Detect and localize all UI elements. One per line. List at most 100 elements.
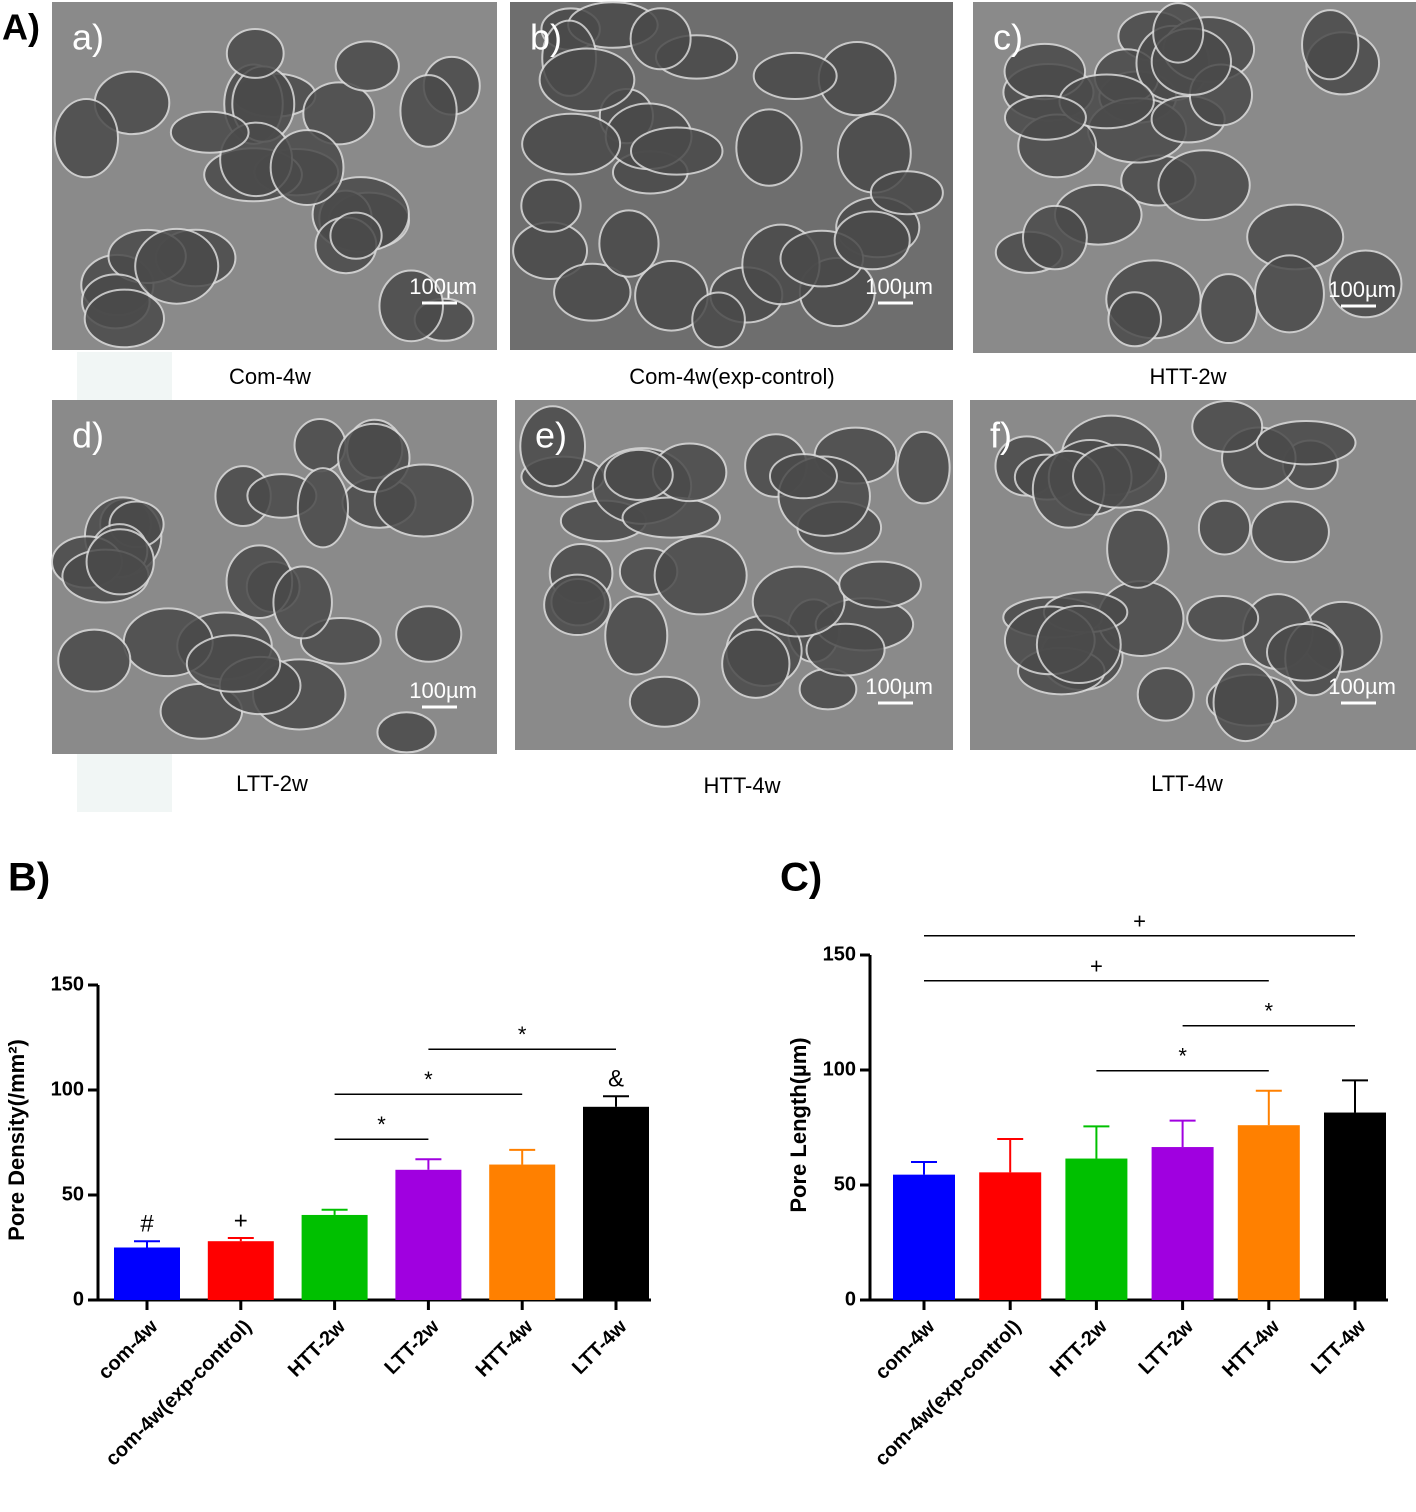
bar <box>1237 1125 1300 1300</box>
pore <box>85 528 155 596</box>
image-caption: Com-4w <box>229 364 311 389</box>
panel-label: B) <box>8 856 50 900</box>
scale-label: 100µm <box>409 274 477 299</box>
pore <box>869 170 944 216</box>
pore <box>395 605 463 663</box>
pore <box>629 126 724 176</box>
x-tick-label: LTT-4w <box>568 1315 632 1379</box>
x-tick-label: com-4w <box>94 1315 163 1384</box>
x-tick-label: HTT-4w <box>472 1315 538 1381</box>
bar <box>395 1169 462 1300</box>
pore <box>53 98 120 179</box>
pore <box>269 129 345 207</box>
x-tick-label: HTT-2w <box>284 1315 350 1381</box>
bar-symbol: + <box>234 1207 248 1234</box>
comparison-label: * <box>377 1112 386 1137</box>
pore <box>543 573 612 637</box>
pore <box>1157 149 1251 222</box>
pore <box>1106 508 1170 589</box>
bar <box>583 1106 649 1300</box>
pore <box>1186 595 1260 642</box>
pore <box>520 178 582 233</box>
image-letter: d) <box>72 415 104 456</box>
y-axis-label: Pore Density(/mm²) <box>4 1039 29 1241</box>
pore <box>805 622 886 677</box>
pore <box>376 711 437 754</box>
pore <box>896 430 951 505</box>
comparison-label: + <box>1090 954 1103 979</box>
pore <box>1107 291 1162 348</box>
bar <box>979 1172 1042 1300</box>
bar <box>207 1241 274 1300</box>
pore <box>57 628 132 693</box>
y-tick-label: 0 <box>73 1288 84 1310</box>
scale-label: 100µm <box>409 678 477 703</box>
pore <box>1254 254 1325 334</box>
pore <box>134 227 220 305</box>
pore <box>1003 94 1087 141</box>
y-tick-label: 100 <box>51 1078 84 1100</box>
scale-label: 100µm <box>865 274 933 299</box>
pore <box>833 210 911 271</box>
pore <box>1265 623 1344 682</box>
bar <box>114 1247 180 1300</box>
pore <box>1136 667 1195 722</box>
bar <box>1324 1112 1386 1300</box>
pore <box>378 269 444 343</box>
bar <box>1065 1158 1128 1300</box>
comparison-label: + <box>1133 909 1146 934</box>
pore <box>1072 443 1168 509</box>
pore <box>272 565 333 640</box>
x-tick-label: LTT-2w <box>380 1315 444 1379</box>
pore <box>598 209 660 278</box>
comparison-label: * <box>424 1067 433 1092</box>
image-letter: c) <box>993 17 1023 58</box>
y-tick-label: 150 <box>51 973 84 995</box>
comparison-label: * <box>518 1022 527 1047</box>
artifact <box>77 752 172 812</box>
image-caption: LTT-4w <box>1151 771 1223 796</box>
image-letter: a) <box>72 17 104 58</box>
image-caption: LTT-2w <box>236 771 308 796</box>
image-caption: HTT-2w <box>1150 364 1227 389</box>
pore <box>604 595 669 676</box>
pore <box>752 51 838 101</box>
pore <box>1022 204 1088 271</box>
pore <box>1197 499 1252 556</box>
panel-label: A) <box>2 7 40 48</box>
y-tick-label: 100 <box>823 1058 856 1080</box>
pore <box>1255 420 1357 466</box>
pore <box>399 74 458 148</box>
pore <box>1212 662 1279 743</box>
pore <box>1301 9 1360 81</box>
x-tick-label: LTT-2w <box>1135 1315 1199 1379</box>
y-axis-label: Pore Length(µm) <box>786 1037 811 1212</box>
pore <box>225 27 285 79</box>
pore <box>169 110 250 154</box>
bar <box>893 1174 955 1300</box>
bar <box>489 1164 556 1300</box>
pore <box>329 211 383 260</box>
pore <box>721 628 791 699</box>
x-tick-label: HTT-4w <box>1218 1315 1284 1381</box>
pore <box>629 7 692 71</box>
pore <box>334 40 400 92</box>
image-caption: HTT-4w <box>704 773 781 798</box>
pore <box>302 81 376 146</box>
pore <box>83 288 165 349</box>
x-tick-label: com-4w <box>871 1315 940 1384</box>
pore <box>751 565 846 638</box>
image-letter: b) <box>530 17 562 58</box>
pore <box>538 47 636 113</box>
x-tick-label: LTT-4w <box>1307 1315 1371 1379</box>
pore <box>1199 273 1258 345</box>
pore <box>519 405 587 488</box>
pore <box>603 448 674 501</box>
pore <box>838 560 922 609</box>
scale-label: 100µm <box>1328 277 1396 302</box>
x-tick-label: HTT-2w <box>1046 1315 1112 1381</box>
bar <box>301 1214 368 1300</box>
image-letter: e) <box>535 415 567 456</box>
